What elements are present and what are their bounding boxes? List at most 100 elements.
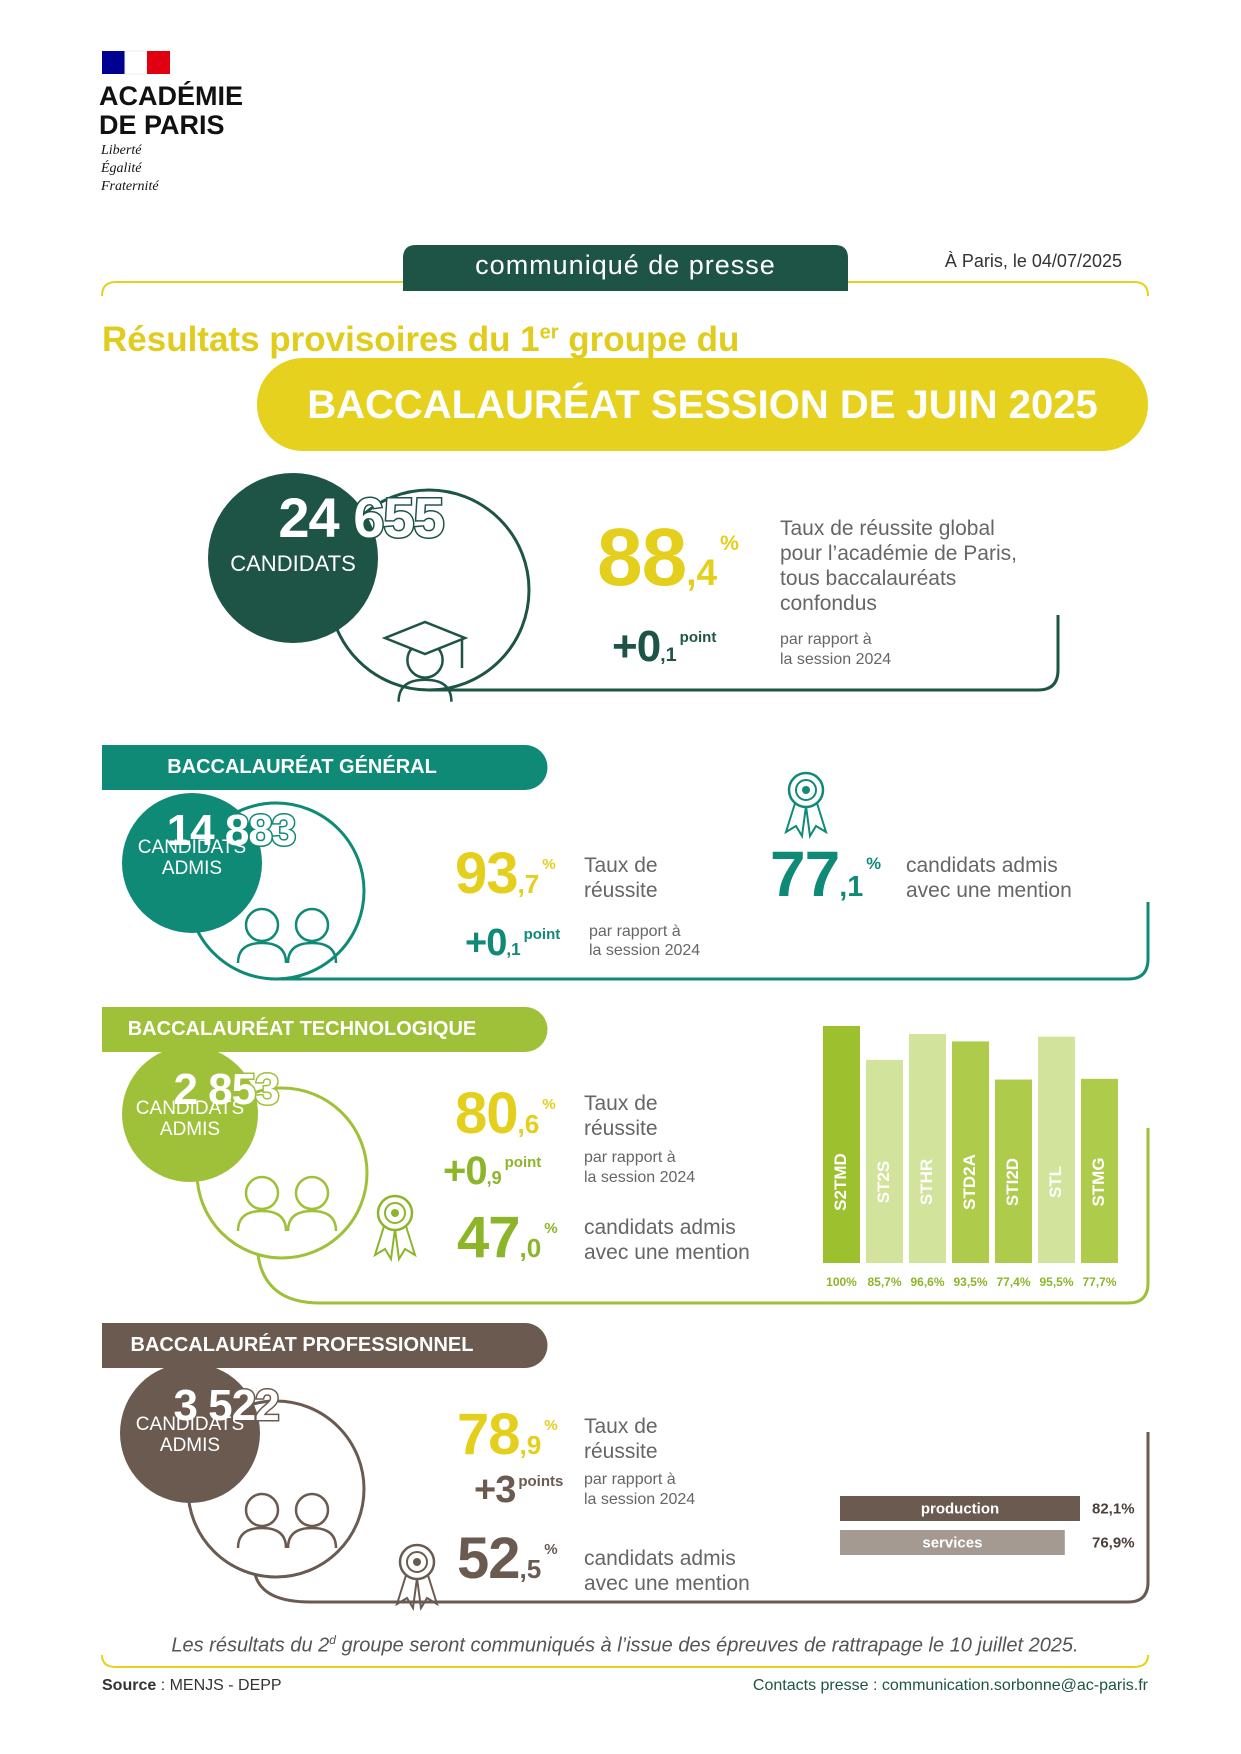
stat-dec: ,9	[486, 1168, 502, 1188]
bar-category: S2TMD	[831, 1153, 850, 1211]
note-sup: d	[329, 1633, 336, 1647]
contacts: Contacts presse : communication.sorbonne…	[752, 1677, 1148, 1694]
text-block: par rapport à la session 2024	[589, 922, 700, 960]
section-heading: BACCALAURÉAT GÉNÉRAL	[167, 756, 437, 778]
count-label: CANDIDATS	[230, 551, 356, 576]
stat: 88,4%	[597, 516, 739, 599]
stat-int: +3	[474, 1469, 516, 1512]
icon	[294, 1175, 330, 1211]
bar-value: 96,6%	[910, 1275, 944, 1289]
text-line: réussite	[584, 1117, 658, 1140]
stat-unit: %	[544, 1540, 558, 1558]
title: Résultats provisoires du 1er groupe du	[102, 320, 739, 360]
icon	[406, 1551, 428, 1573]
title-sup: er	[539, 321, 559, 344]
stat-unit: %	[542, 1095, 556, 1113]
text-line: avec une mention	[584, 1241, 750, 1264]
text-line: Taux de	[584, 1415, 658, 1438]
text-line: confondus	[780, 592, 877, 615]
text-line: tous baccalauréats	[780, 567, 957, 590]
stat-int: +0	[443, 1149, 488, 1193]
stat: 78,9%	[457, 1406, 558, 1464]
text-line: réussite	[584, 879, 658, 902]
stat-int: 47	[457, 1205, 521, 1271]
stat: 93,7%	[455, 845, 556, 903]
bar-value: 85,7%	[867, 1275, 901, 1289]
icon	[244, 1175, 280, 1211]
count-label: ADMIS	[160, 1435, 220, 1456]
stat: +0,1point	[465, 924, 560, 962]
stat-int: +0	[612, 621, 661, 671]
count-circle	[120, 1363, 260, 1503]
stat-dec: ,1	[506, 940, 521, 960]
flag-blue	[102, 51, 125, 74]
text-block: candidats admis avec une mention	[906, 853, 1072, 903]
text-line: candidats admis	[584, 1216, 736, 1239]
press-tag: communiqué de presse	[475, 250, 776, 280]
stat-dec: ,4	[686, 551, 717, 593]
bar-category: STHR	[917, 1159, 936, 1205]
icon	[286, 1526, 338, 1549]
text-line: la session 2024	[780, 651, 892, 668]
bar	[823, 1026, 860, 1263]
connector-line	[276, 902, 1150, 981]
flag-red	[147, 51, 170, 74]
icon	[397, 678, 453, 702]
text-line: par rapport à	[589, 923, 681, 940]
source-label: Source	[102, 1677, 157, 1694]
stat: 47,0%	[457, 1209, 558, 1267]
text-line: avec une mention	[584, 1572, 750, 1595]
stat: +0,9point	[443, 1151, 541, 1191]
bar-value: 93,5%	[953, 1275, 987, 1289]
icon	[244, 907, 280, 943]
bar-value: 76,9%	[1092, 1534, 1135, 1551]
text-block: candidats admis avec une mention	[584, 1546, 750, 1596]
text-line: la session 2024	[584, 1491, 696, 1508]
section-tab	[102, 1323, 548, 1368]
bar	[866, 1059, 903, 1263]
stat-int: 78	[457, 1402, 521, 1468]
icon	[795, 779, 817, 801]
count-label: ADMIS	[162, 858, 222, 879]
org-name: ACADÉMIE DE PARIS	[99, 82, 243, 140]
text-line: la session 2024	[589, 942, 701, 959]
title-banner	[257, 358, 1148, 451]
stat-unit: points	[518, 1473, 564, 1491]
bar	[1081, 1078, 1118, 1263]
text-block: Taux de réussite global pour l’académie d…	[780, 516, 1017, 616]
count-circle	[122, 793, 262, 933]
text-line: réussite	[584, 1440, 658, 1463]
stat-unit: point	[679, 629, 717, 647]
stat-dec: ,5	[519, 1554, 542, 1585]
stat-unit: %	[720, 531, 739, 556]
text-block: Taux de réussite	[584, 853, 658, 903]
text-line: par rapport à	[584, 1471, 676, 1488]
stat-dec: ,1	[839, 870, 864, 903]
count-label: CANDIDATS	[136, 1098, 244, 1119]
stat: +0,1point	[612, 621, 717, 671]
tag-box	[403, 245, 848, 291]
count: 24 655	[278, 486, 443, 549]
stat-int: +0	[465, 922, 507, 965]
text-line: pour l’académie de Paris,	[780, 542, 1017, 565]
bar-category: STD2A	[960, 1154, 979, 1210]
stat-dec: ,1	[660, 643, 677, 666]
org-line: DE PARIS	[99, 110, 225, 140]
text-line: Taux de réussite global	[780, 517, 995, 540]
bar	[840, 1530, 1065, 1555]
bar-value: 100%	[826, 1275, 857, 1289]
stat-unit: point	[504, 1154, 542, 1172]
connector-line	[429, 615, 1060, 692]
text-block: par rapport à la session 2024	[780, 630, 891, 670]
stat-dec: ,6	[517, 1109, 540, 1140]
icon	[373, 1222, 417, 1262]
stat-unit: %	[542, 855, 556, 873]
icon	[784, 799, 828, 839]
footer-rule	[101, 1654, 1149, 1668]
text-line: candidats admis	[584, 1547, 736, 1570]
stat-int: 52	[457, 1526, 521, 1592]
bar-category: STMG	[1089, 1157, 1108, 1206]
bar-category: ST2S	[874, 1161, 893, 1204]
text-block: Taux de réussite	[584, 1091, 658, 1141]
